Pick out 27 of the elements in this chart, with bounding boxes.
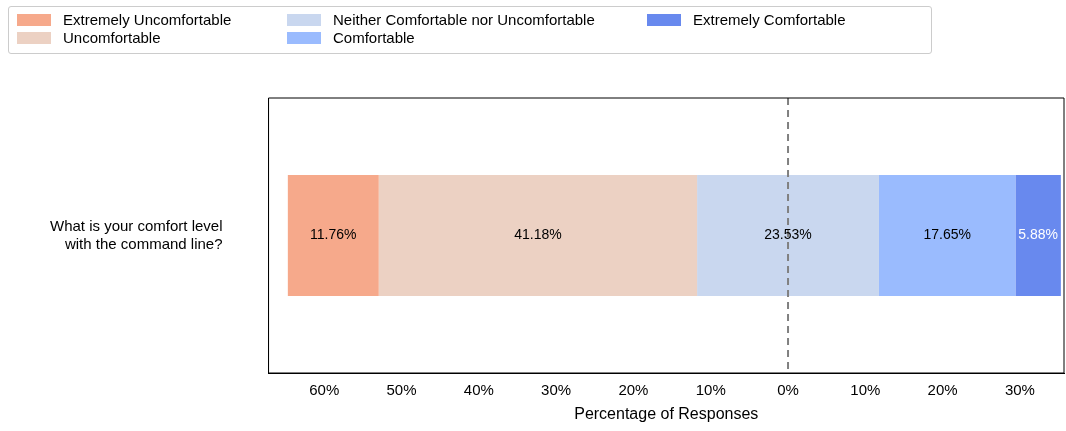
- x-tick-label: 20%: [927, 381, 958, 399]
- legend-label: Extremely Comfortable: [693, 11, 846, 29]
- bar: [878, 175, 1016, 296]
- data-label: 11.76%: [310, 226, 357, 243]
- bar: [378, 175, 698, 296]
- data-label: 23.53%: [764, 226, 812, 243]
- x-axis-title: Percentage of Responses: [574, 405, 759, 423]
- bar: [697, 175, 879, 296]
- x-tick-label: 30%: [541, 381, 572, 399]
- x-tick-label: 30%: [1004, 381, 1035, 399]
- x-tick-label: 10%: [695, 381, 726, 399]
- x-tick-label: 0%: [777, 381, 799, 399]
- x-tick-label: 10%: [850, 381, 881, 399]
- legend-label: Uncomfortable: [63, 29, 161, 47]
- legend-label: Neither Comfortable nor Uncomfortable: [333, 11, 595, 29]
- y-tick-label: What is your comfort level with the command line?: [49, 216, 223, 252]
- data-label: 17.65%: [923, 226, 971, 243]
- x-tick-label: 40%: [463, 381, 494, 399]
- x-tick-label: 20%: [618, 381, 649, 399]
- bar: [1015, 175, 1061, 296]
- bar: [287, 175, 379, 296]
- legend-label: Comfortable: [333, 29, 415, 47]
- legend-label: Extremely Uncomfortable: [63, 11, 232, 29]
- x-tick-label: 50%: [386, 381, 417, 399]
- data-label: 41.18%: [514, 226, 562, 243]
- data-label: 5.88%: [1018, 226, 1058, 243]
- x-tick-label: 60%: [309, 381, 340, 399]
